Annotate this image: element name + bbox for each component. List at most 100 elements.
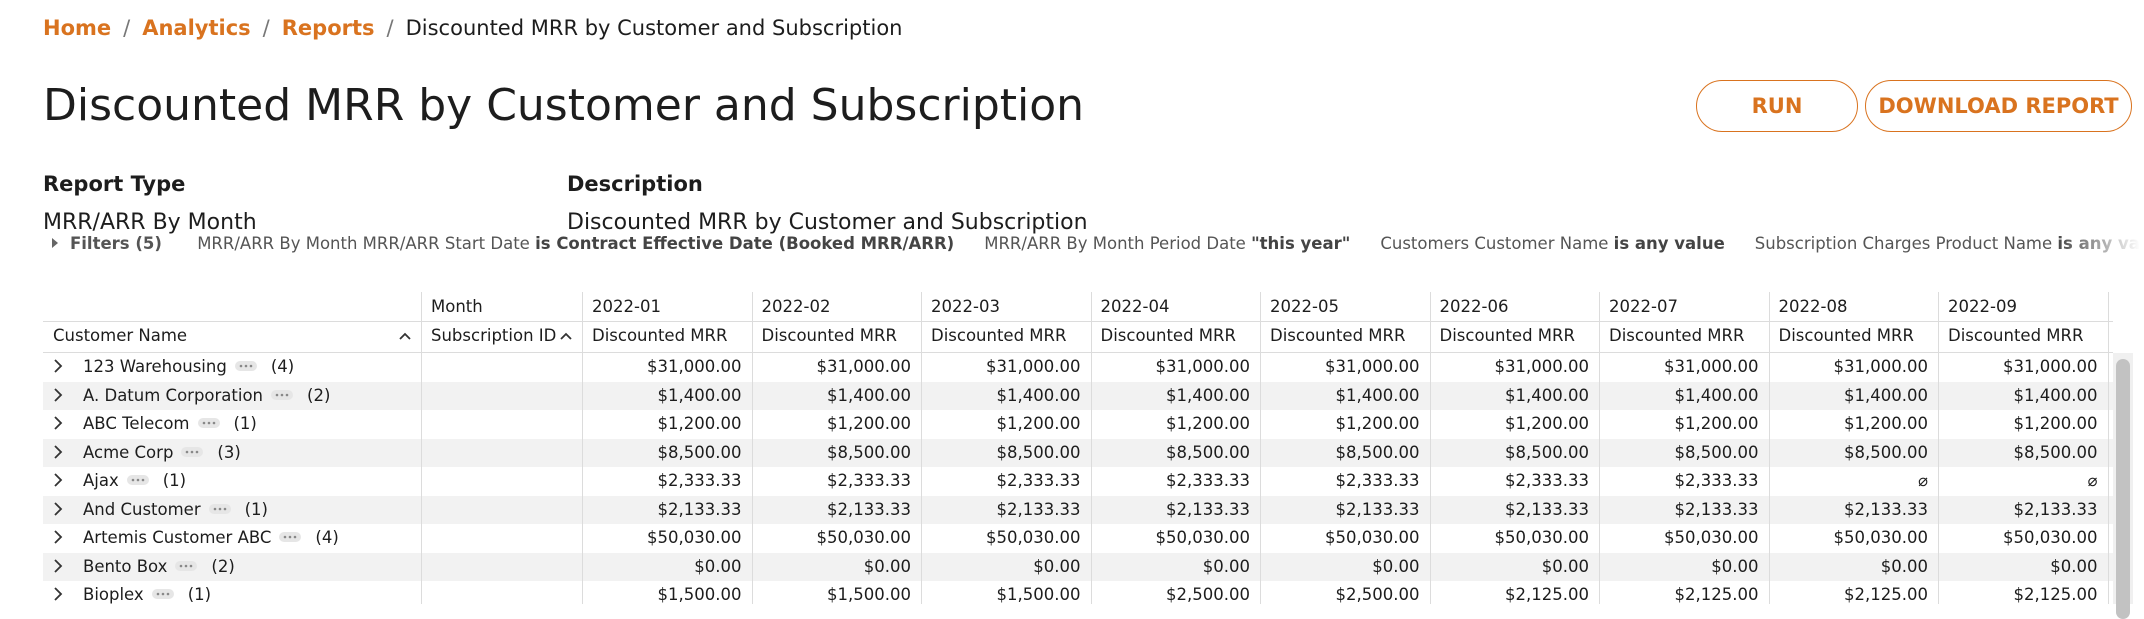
header-cell[interactable]: Subscription ID [421,321,582,350]
grid-line [43,321,2113,322]
value-cell: $2,133.33 [1166,499,1250,519]
filter-field: MRR/ARR By Month MRR/ARR Start Date [197,234,530,253]
filter-condition: is Contract Effective Date (Booked MRR/A… [535,234,955,253]
value-cell: $8,500.00 [1505,442,1589,462]
download-button[interactable]: DOWNLOAD REPORT [1865,80,2132,132]
value-cell: $2,133.33 [2013,499,2098,519]
value-cell: $1,200.00 [1166,414,1250,433]
filter-item[interactable]: MRR/ARR By Month MRR/ARR Start Date is C… [197,234,954,253]
value-cell: $50,030.00 [1494,528,1589,547]
grid-line [2107,292,2109,604]
expand-icon[interactable] [53,558,63,573]
value-cell: $8,500.00 [1166,442,1250,462]
table-row[interactable]: Bento Box (2) $0.00 $0.00 $0.00 $0.00 $0.00 $0.… [43,552,2113,581]
value-cell: $1,200.00 [827,414,911,433]
more-icon[interactable] [234,361,257,371]
row-count: (3) [217,442,241,462]
breadcrumb-link[interactable]: Reports [281,16,375,40]
value-cell: $2,500.00 [1166,585,1250,604]
customer-name: Artemis Customer ABC [83,528,272,547]
run-button[interactable]: RUN [1696,80,1858,132]
row-count: (1) [187,585,212,604]
measure-header: Discounted MRR [1778,326,1914,345]
value-cell: $2,133.33 [1844,499,1928,519]
table-row[interactable]: Acme Corp (3) $8,500.00 $8,500.00 $8,500.00 $… [43,438,2113,467]
value-cell: $1,400.00 [1674,385,1759,405]
sort-icon[interactable] [399,332,411,340]
value-cell: $2,133.33 [1674,499,1759,519]
value-cell: $1,400.00 [1844,385,1928,405]
value-cell: $1,400.00 [1166,385,1250,405]
grid-line [1599,292,1600,604]
value-cell: $1,200.00 [1335,414,1420,433]
measure-header: Discounted MRR [1948,326,2084,345]
filter-item[interactable]: Customers Customer Name is any value [1380,234,1724,253]
month-header: 2022-04 [1100,297,1170,316]
more-icon[interactable] [151,589,174,599]
value-cell: $8,500.00 [1674,442,1759,462]
expand-icon[interactable] [53,444,63,459]
customer-cell: Bioplex (1) [43,581,421,604]
value-cell: $31,000.00 [1664,357,1759,376]
filter-condition: "this year" [1251,234,1351,253]
breadcrumb-link[interactable]: Home [43,16,112,40]
table-row[interactable]: Ajax (1) $2,333.33 $2,333.33 $2,333.33 $2,333… [43,467,2113,496]
caret-icon [52,238,58,248]
value-cell: $31,000.00 [816,357,911,376]
more-icon[interactable] [208,503,231,514]
page-title: Discounted MRR by Customer and Subscript… [43,80,1085,131]
filter-field: Customers Customer Name [1380,234,1609,253]
expand-icon[interactable] [53,473,63,487]
more-icon[interactable] [279,532,302,542]
scrollbar[interactable] [2113,353,2133,619]
expand-icon[interactable] [53,501,63,516]
value-cell: $1,500.00 [657,585,742,604]
table-row[interactable]: Artemis Customer ABC (4) $50,030.00 $50,030… [43,524,2113,553]
table-row[interactable]: A. Datum Corporation (2) $1,400.00 $1,400.0… [43,381,2113,410]
value-cell: $2,500.00 [1335,585,1420,604]
value-cell: $1,200.00 [1844,414,1928,433]
header-cell[interactable]: Customer Name [43,321,421,350]
scrollbar-thumb[interactable] [2116,359,2130,619]
value-cell: $0.00 [1541,556,1589,576]
table-row[interactable]: 123 Warehousing (4) $31,000.00 $31,000.00 $3… [43,353,2113,382]
filters-toggle[interactable]: Filters (5) [50,234,162,253]
measure-header: Discounted MRR [1439,326,1575,345]
expand-icon[interactable] [53,416,63,430]
value-cell: $2,125.00 [1844,585,1928,604]
column-title: Subscription ID [431,326,557,345]
value-cell: $2,125.00 [2013,585,2098,604]
expand-icon[interactable] [53,387,63,402]
table-row[interactable]: And Customer (1) $2,133.33 $2,133.33 $2,133.… [43,495,2113,524]
expand-icon[interactable] [53,359,63,373]
value-cell: $1,200.00 [996,414,1081,433]
measure-header: Discounted MRR [1100,326,1236,345]
header-cell: Month [431,297,483,316]
customer-name: Bioplex [83,585,144,604]
page: Home / Analytics / Reports / Discounted MRR by… [43,16,2140,619]
breadcrumb-link[interactable]: Analytics [142,16,251,40]
value-cell: $2,133.33 [996,499,1081,519]
customer-name: A. Datum Corporation [83,385,264,405]
more-icon[interactable] [271,389,294,400]
row-count: (1) [162,471,187,490]
more-icon[interactable] [181,446,204,457]
more-icon[interactable] [126,475,149,485]
row-count: (2) [211,556,235,576]
sort-icon[interactable] [560,332,572,340]
more-icon[interactable] [175,560,198,571]
filter-condition: is any value [2057,234,2140,253]
expand-icon[interactable] [53,530,63,544]
value-cell: $2,133.33 [1505,499,1589,519]
row-count: (4) [315,528,339,547]
filter-item[interactable]: Subscription Charges Product Name is any… [1755,234,2140,253]
report-type-label: Report Type [43,172,186,196]
value-cell: $8,500.00 [1844,442,1928,462]
table-row[interactable]: ABC Telecom (1) $1,200.00 $1,200.00 $1,200.0… [43,410,2113,439]
expand-icon[interactable] [53,587,63,601]
grid-line [43,352,2113,353]
more-icon[interactable] [197,418,220,428]
filter-item[interactable]: MRR/ARR By Month Period Date "this year" [984,234,1350,253]
value-cell: $0.00 [1033,556,1081,576]
table-row[interactable]: Bioplex (1) $1,500.00 $1,500.00 $1,500.00 $2,… [43,581,2113,604]
